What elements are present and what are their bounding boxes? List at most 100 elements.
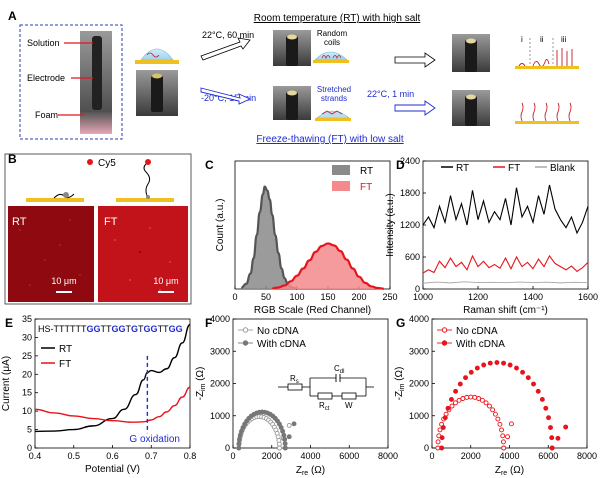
stretched-line1: Stretched bbox=[317, 85, 351, 94]
point-with-cdna bbox=[563, 424, 569, 430]
point-with-cdna bbox=[494, 360, 500, 365]
point-with-cdna bbox=[549, 445, 555, 451]
y-axis-label: -Zim (Ω) bbox=[394, 367, 406, 401]
x-tick-label: 50 bbox=[261, 292, 271, 302]
y-axis-label: -Zim (Ω) bbox=[195, 367, 207, 401]
legend-swatch-ft bbox=[332, 181, 350, 191]
plot-frame bbox=[422, 160, 589, 290]
legend-label-0: No cDNA bbox=[456, 326, 498, 337]
point-no-cdna bbox=[277, 445, 282, 451]
x-tick-label: 100 bbox=[289, 292, 304, 302]
legend-label-1: With cDNA bbox=[456, 339, 505, 350]
x-tick-label: 8000 bbox=[577, 451, 597, 461]
x-tick-label: 0.4 bbox=[29, 451, 42, 461]
thaw-step-label: 22°C, 1 min bbox=[367, 89, 414, 99]
y-tick-label: 0 bbox=[225, 443, 230, 453]
point-with-cdna bbox=[237, 436, 242, 442]
rt-title: Room temperature (RT) with high salt bbox=[254, 13, 421, 24]
x-tick-label: 0.6 bbox=[106, 451, 119, 461]
x-tick-label: 0 bbox=[230, 451, 235, 461]
y-tick-label: 2400 bbox=[400, 156, 420, 166]
legend-label-rt: RT bbox=[456, 163, 469, 174]
dna-strand-ft bbox=[143, 163, 151, 199]
panel-letter-e: E bbox=[5, 316, 13, 330]
y-tick-label: 4000 bbox=[409, 314, 429, 324]
roman-i: i bbox=[521, 35, 523, 44]
ft-title: Freeze-thawing (FT) with low salt bbox=[256, 134, 403, 145]
x-tick-label: 1000 bbox=[413, 292, 433, 302]
dna-coil-small bbox=[146, 52, 160, 58]
y-tick-label: 1000 bbox=[210, 411, 230, 421]
rt-step-label: 22°C, 60 min bbox=[202, 30, 254, 40]
point-no-cdna bbox=[435, 445, 441, 451]
point-with-cdna bbox=[236, 441, 242, 447]
x-tick-label: 250 bbox=[382, 292, 397, 302]
point-with-cdna bbox=[237, 432, 243, 438]
y-tick-label: 3000 bbox=[409, 346, 429, 356]
point-with-cdna bbox=[546, 415, 551, 421]
stretched-dna bbox=[321, 110, 343, 115]
point-no-cdna bbox=[464, 394, 470, 400]
point-with-cdna bbox=[445, 405, 451, 411]
point-no-cdna bbox=[497, 421, 503, 427]
panel-letter-f: F bbox=[205, 316, 212, 330]
roman-ii: ii bbox=[540, 35, 544, 44]
point-with-cdna bbox=[281, 432, 287, 438]
legend-marker-0 bbox=[441, 327, 448, 333]
resistor-rct bbox=[317, 392, 333, 400]
y-tick-label: 600 bbox=[405, 252, 420, 262]
y-tick-label: 30 bbox=[22, 332, 32, 342]
x-tick-label: 4000 bbox=[300, 451, 320, 461]
legend-label-ft: FT bbox=[59, 359, 71, 370]
point-with-cdna bbox=[468, 369, 474, 375]
label-rct: Rct bbox=[319, 401, 330, 412]
panel-letter-g: G bbox=[396, 316, 405, 330]
y-tick-label: 4000 bbox=[210, 314, 230, 324]
x-tick-label: 1200 bbox=[468, 292, 488, 302]
x-tick-label: 6000 bbox=[339, 451, 359, 461]
panel-b: B Cy5 RT FT 10 μm 10 μm bbox=[4, 152, 192, 305]
cy5-label: Cy5 bbox=[98, 158, 116, 169]
point-no-cdna bbox=[452, 400, 458, 406]
chart-e: E 0.4 0.5 0.6 0.7 0.8 0 5 10 15 20 25 30 35 HS-TTTTTT… bbox=[1, 314, 196, 475]
spectrum-ft bbox=[422, 254, 589, 274]
legend-label-rt: RT bbox=[360, 166, 373, 177]
point-with-cdna bbox=[291, 421, 297, 427]
y-tick-label: 5 bbox=[27, 425, 32, 435]
x-tick-label: 4000 bbox=[499, 451, 519, 461]
rt-result-gold bbox=[515, 66, 579, 69]
ft-result-dna bbox=[520, 102, 572, 122]
point-no-cdna bbox=[501, 445, 507, 451]
label-solution: Solution bbox=[27, 38, 60, 48]
y-tick-label: 2000 bbox=[210, 379, 230, 389]
x-axis-label: Zre (Ω) bbox=[296, 465, 325, 477]
random-coils-line1: Random bbox=[317, 29, 348, 38]
point-no-cdna bbox=[500, 439, 506, 445]
point-with-cdna bbox=[555, 435, 561, 441]
point-with-cdna bbox=[442, 415, 448, 421]
x-tick-label: 2000 bbox=[461, 451, 481, 461]
legend-label-ft: FT bbox=[508, 163, 520, 174]
point-no-cdna bbox=[460, 396, 466, 401]
x-tick-label: 8000 bbox=[378, 451, 398, 461]
point-with-cdna bbox=[440, 425, 446, 430]
label-electrode: Electrode bbox=[27, 73, 65, 83]
x-axis-label: Raman shift (cm⁻¹) bbox=[463, 305, 548, 316]
ft-image-label: FT bbox=[104, 216, 118, 228]
x-tick-label: 200 bbox=[351, 292, 366, 302]
point-no-cdna bbox=[435, 439, 441, 445]
point-with-cdna bbox=[282, 441, 288, 447]
y-axis-label: Current (μA) bbox=[1, 356, 12, 411]
point-with-cdna bbox=[453, 388, 459, 394]
x-tick-label: 2000 bbox=[262, 451, 282, 461]
point-with-cdna bbox=[539, 396, 545, 402]
spectrum-blank bbox=[422, 281, 589, 284]
x-tick-label: 6000 bbox=[538, 451, 558, 461]
x-tick-label: 150 bbox=[320, 292, 335, 302]
legend-marker-0 bbox=[242, 327, 249, 333]
y-tick-label: 3000 bbox=[210, 346, 230, 356]
x-tick-label: 0.5 bbox=[67, 451, 80, 461]
panel-a: A Solution Electrode Foam Room temperatu… bbox=[8, 9, 579, 145]
point-with-cdna bbox=[481, 362, 487, 368]
